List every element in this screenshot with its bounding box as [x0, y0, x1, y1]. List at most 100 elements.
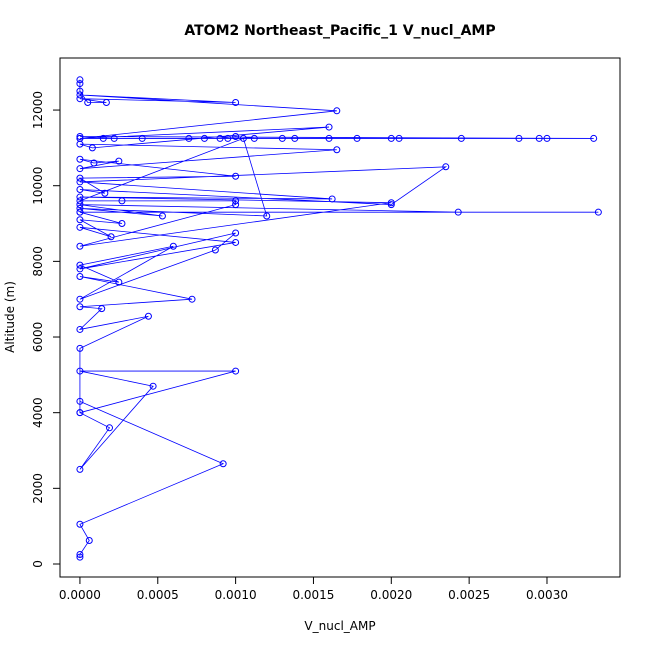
data-point: [115, 278, 123, 286]
data-point: [144, 312, 152, 320]
data-point: [185, 134, 193, 142]
chart-title: ATOM2 Northeast_Pacific_1 V_nucl_AMP: [184, 23, 495, 39]
data-point: [325, 134, 333, 142]
plot-frame: [59, 57, 621, 578]
data-point: [118, 197, 126, 205]
data-point: [387, 201, 395, 209]
x-tick-label: 0.0005: [137, 588, 179, 602]
data-point: [328, 195, 336, 203]
data-point: [76, 87, 84, 95]
data-point: [76, 204, 84, 212]
data-point: [76, 325, 84, 333]
data-point: [76, 193, 84, 201]
data-point: [387, 134, 395, 142]
data-point: [107, 233, 115, 241]
data-point: [457, 134, 465, 142]
data-point: [76, 242, 84, 250]
data-point: [76, 133, 84, 141]
data-point: [99, 134, 107, 142]
data-point: [535, 134, 543, 142]
data-point: [85, 537, 93, 545]
data-point: [76, 197, 84, 205]
data-point: [224, 134, 232, 142]
data-point: [353, 134, 361, 142]
data-point: [76, 553, 84, 561]
data-point: [76, 155, 84, 163]
data-point: [76, 272, 84, 280]
data-point: [149, 382, 157, 390]
data-point: [232, 229, 240, 237]
data-point: [76, 303, 84, 311]
data-point: [76, 174, 84, 182]
y-tick-label: 8000: [31, 246, 45, 277]
data-point: [325, 123, 333, 131]
data-point: [200, 134, 208, 142]
data-point: [106, 424, 114, 432]
data-point: [76, 208, 84, 216]
data-point: [76, 165, 84, 173]
data-point: [138, 134, 146, 142]
data-point: [387, 199, 395, 207]
data-point: [76, 265, 84, 273]
x-tick-label: 0.0030: [526, 588, 568, 602]
data-point: [102, 98, 110, 106]
data-point: [76, 223, 84, 231]
data-point: [76, 261, 84, 269]
data-point: [88, 144, 96, 152]
y-tick-label: 6000: [31, 322, 45, 353]
data-point: [76, 76, 84, 84]
data-point: [250, 134, 258, 142]
data-point: [239, 134, 247, 142]
data-point: [219, 460, 227, 468]
data-point: [76, 409, 84, 417]
data-point: [278, 134, 286, 142]
data-point: [76, 91, 84, 99]
data-point: [442, 163, 450, 171]
data-point: [590, 134, 598, 142]
x-tick-label: 0.0000: [59, 588, 101, 602]
data-point: [594, 208, 602, 216]
data-point: [232, 172, 240, 180]
data-point: [169, 242, 177, 250]
data-line: [78, 79, 599, 558]
data-point: [76, 178, 84, 186]
y-axis-label: Altitude (m): [3, 281, 17, 353]
data-point: [76, 216, 84, 224]
data-point: [76, 295, 84, 303]
y-tick-label: 4000: [31, 397, 45, 428]
data-point: [98, 305, 106, 313]
x-tick-label: 0.0025: [448, 588, 490, 602]
data-point: [232, 238, 240, 246]
data-point: [76, 185, 84, 193]
data-point: [454, 208, 462, 216]
data-point: [90, 159, 98, 167]
x-tick-label: 0.0010: [215, 588, 257, 602]
data-point: [76, 465, 84, 473]
data-point: [115, 157, 123, 165]
data-point: [110, 134, 118, 142]
y-tick-label: 0: [31, 560, 45, 568]
data-point: [333, 146, 341, 154]
data-point: [188, 295, 196, 303]
y-tick-label: 12000: [31, 91, 45, 129]
data-point: [232, 197, 240, 205]
data-point: [232, 367, 240, 375]
data-point: [291, 134, 299, 142]
data-point: [76, 367, 84, 375]
data-point: [76, 95, 84, 103]
data-point: [232, 133, 240, 141]
data-point: [76, 201, 84, 209]
y-tick-label: 2000: [31, 473, 45, 504]
data-point: [76, 344, 84, 352]
data-point: [101, 189, 109, 197]
data-point: [76, 520, 84, 528]
data-point: [216, 134, 224, 142]
data-point: [76, 551, 84, 559]
x-tick-label: 0.0020: [370, 588, 412, 602]
data-point: [76, 134, 84, 142]
data-point: [76, 397, 84, 405]
data-point: [118, 220, 126, 228]
x-tick-label: 0.0015: [292, 588, 334, 602]
data-point: [232, 98, 240, 106]
